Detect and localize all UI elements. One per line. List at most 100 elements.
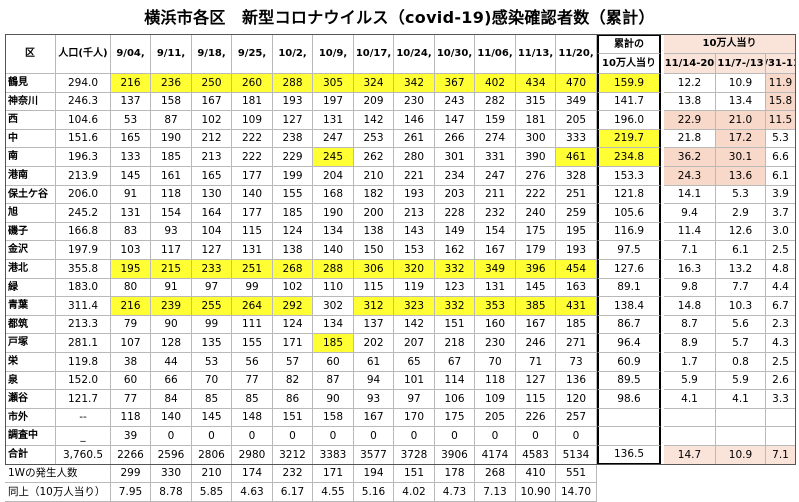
weekly-count-value: 299 [111,465,151,483]
ward-name: 保土ケ谷 [5,186,56,204]
weekly-count-value: 171 [313,465,354,483]
weekly-count-value: 151 [394,465,435,483]
case-count: 199 [273,167,313,186]
weekly-per100k: 14.1 [664,186,716,204]
case-count: 280 [394,148,435,167]
population-value: -- [56,409,111,427]
case-count: 461 [556,148,597,167]
population-value: 151.6 [56,130,111,148]
case-count: 60 [111,372,151,390]
case-count: 83 [111,223,151,241]
case-count: 104 [192,223,232,241]
case-count: 85 [232,390,273,409]
case-count: 232 [475,204,516,223]
case-count: 0 [516,427,556,446]
case-count: 222 [516,186,556,204]
case-count: 228 [435,204,475,223]
case-count: 97 [192,279,232,297]
case-count: 221 [394,167,435,186]
case-count: 251 [232,260,273,279]
header-date: 10/2, [273,34,313,74]
case-count: 0 [151,427,192,446]
case-count: 288 [273,74,313,93]
case-count: 226 [516,409,556,427]
cumulative-per100k: 86.7 [597,316,661,334]
case-count: 260 [232,74,273,93]
weekly-per100k: 16.3 [664,260,716,279]
weekly-per100k: 5.9 [664,372,716,390]
weekly-per100k: 13.8 [664,93,716,111]
case-count: 153 [394,241,435,260]
case-count: 213 [394,204,435,223]
case-count: 332 [435,297,475,316]
case-count: 137 [354,316,394,334]
case-count: 77 [111,390,151,409]
case-count: 266 [435,130,475,148]
case-count: 65 [394,353,435,372]
case-count: 203 [435,186,475,204]
case-count: 0 [273,427,313,446]
case-count: 145 [192,409,232,427]
case-count: 328 [556,167,597,186]
ward-name: 都筑 [5,316,56,334]
case-count: 205 [556,111,597,130]
weekly-per100k: 22.9 [664,111,716,130]
cumulative-per100k: 105.6 [597,204,661,223]
header-date: 10/24, [394,34,435,74]
case-count: 143 [394,223,435,241]
case-count: 230 [475,334,516,353]
case-count: 170 [394,409,435,427]
case-count: 175 [435,409,475,427]
cumulative-per100k: 121.8 [597,186,661,204]
cumulative-per100k: 153.3 [597,167,661,186]
case-count: 142 [394,316,435,334]
case-count: 185 [313,334,354,353]
weekly-per100k-rate-value: 7.95 [111,483,151,502]
ward-name: 泉 [5,372,56,390]
weekly-per100k: 5.7 [716,334,766,353]
weekly-per100k: 1.7 [664,353,716,372]
case-count: 77 [232,372,273,390]
cumulative-per100k: 127.6 [597,260,661,279]
weekly-count-value: 330 [151,465,192,483]
population-value: 213.3 [56,316,111,334]
weekly-per100k-rate-value: 8.78 [151,483,192,502]
ward-name: 調査中 [5,427,56,446]
case-count: 234 [435,167,475,186]
case-count: 162 [435,241,475,260]
case-count: 185 [556,316,597,334]
case-count: 90 [313,390,354,409]
weekly-per100k: 13.4 [716,93,766,111]
case-count: 115 [516,390,556,409]
ward-name: 青葉 [5,297,56,316]
case-count: 148 [232,409,273,427]
weekly-per100k [716,427,766,446]
case-count: 163 [556,279,597,297]
case-count: 61 [354,353,394,372]
case-count: 209 [354,93,394,111]
case-count: 193 [394,186,435,204]
case-count: 271 [556,334,597,353]
case-count: 150 [354,241,394,260]
case-count: 109 [232,111,273,130]
case-count: 71 [516,353,556,372]
case-count: 315 [516,93,556,111]
cumulative-per100k: 196.0 [597,111,661,130]
case-count: 165 [192,167,232,186]
case-count: 133 [111,148,151,167]
case-count: 128 [151,334,192,353]
case-count: 167 [475,241,516,260]
case-count: 140 [232,186,273,204]
ward-name: 港南 [5,167,56,186]
case-count: 90 [151,316,192,334]
cumulative-per100k: 219.7 [597,130,661,148]
cumulative-per100k: 89.1 [597,279,661,297]
case-count: 240 [516,204,556,223]
case-count: 229 [273,148,313,167]
weekly-per100k: 7.1 [664,241,716,260]
case-count: 91 [151,279,192,297]
weekly-per100k-rate-value: 4.02 [394,483,435,502]
case-count: 268 [273,260,313,279]
case-count: 0 [232,427,273,446]
population-value: 196.3 [56,148,111,167]
